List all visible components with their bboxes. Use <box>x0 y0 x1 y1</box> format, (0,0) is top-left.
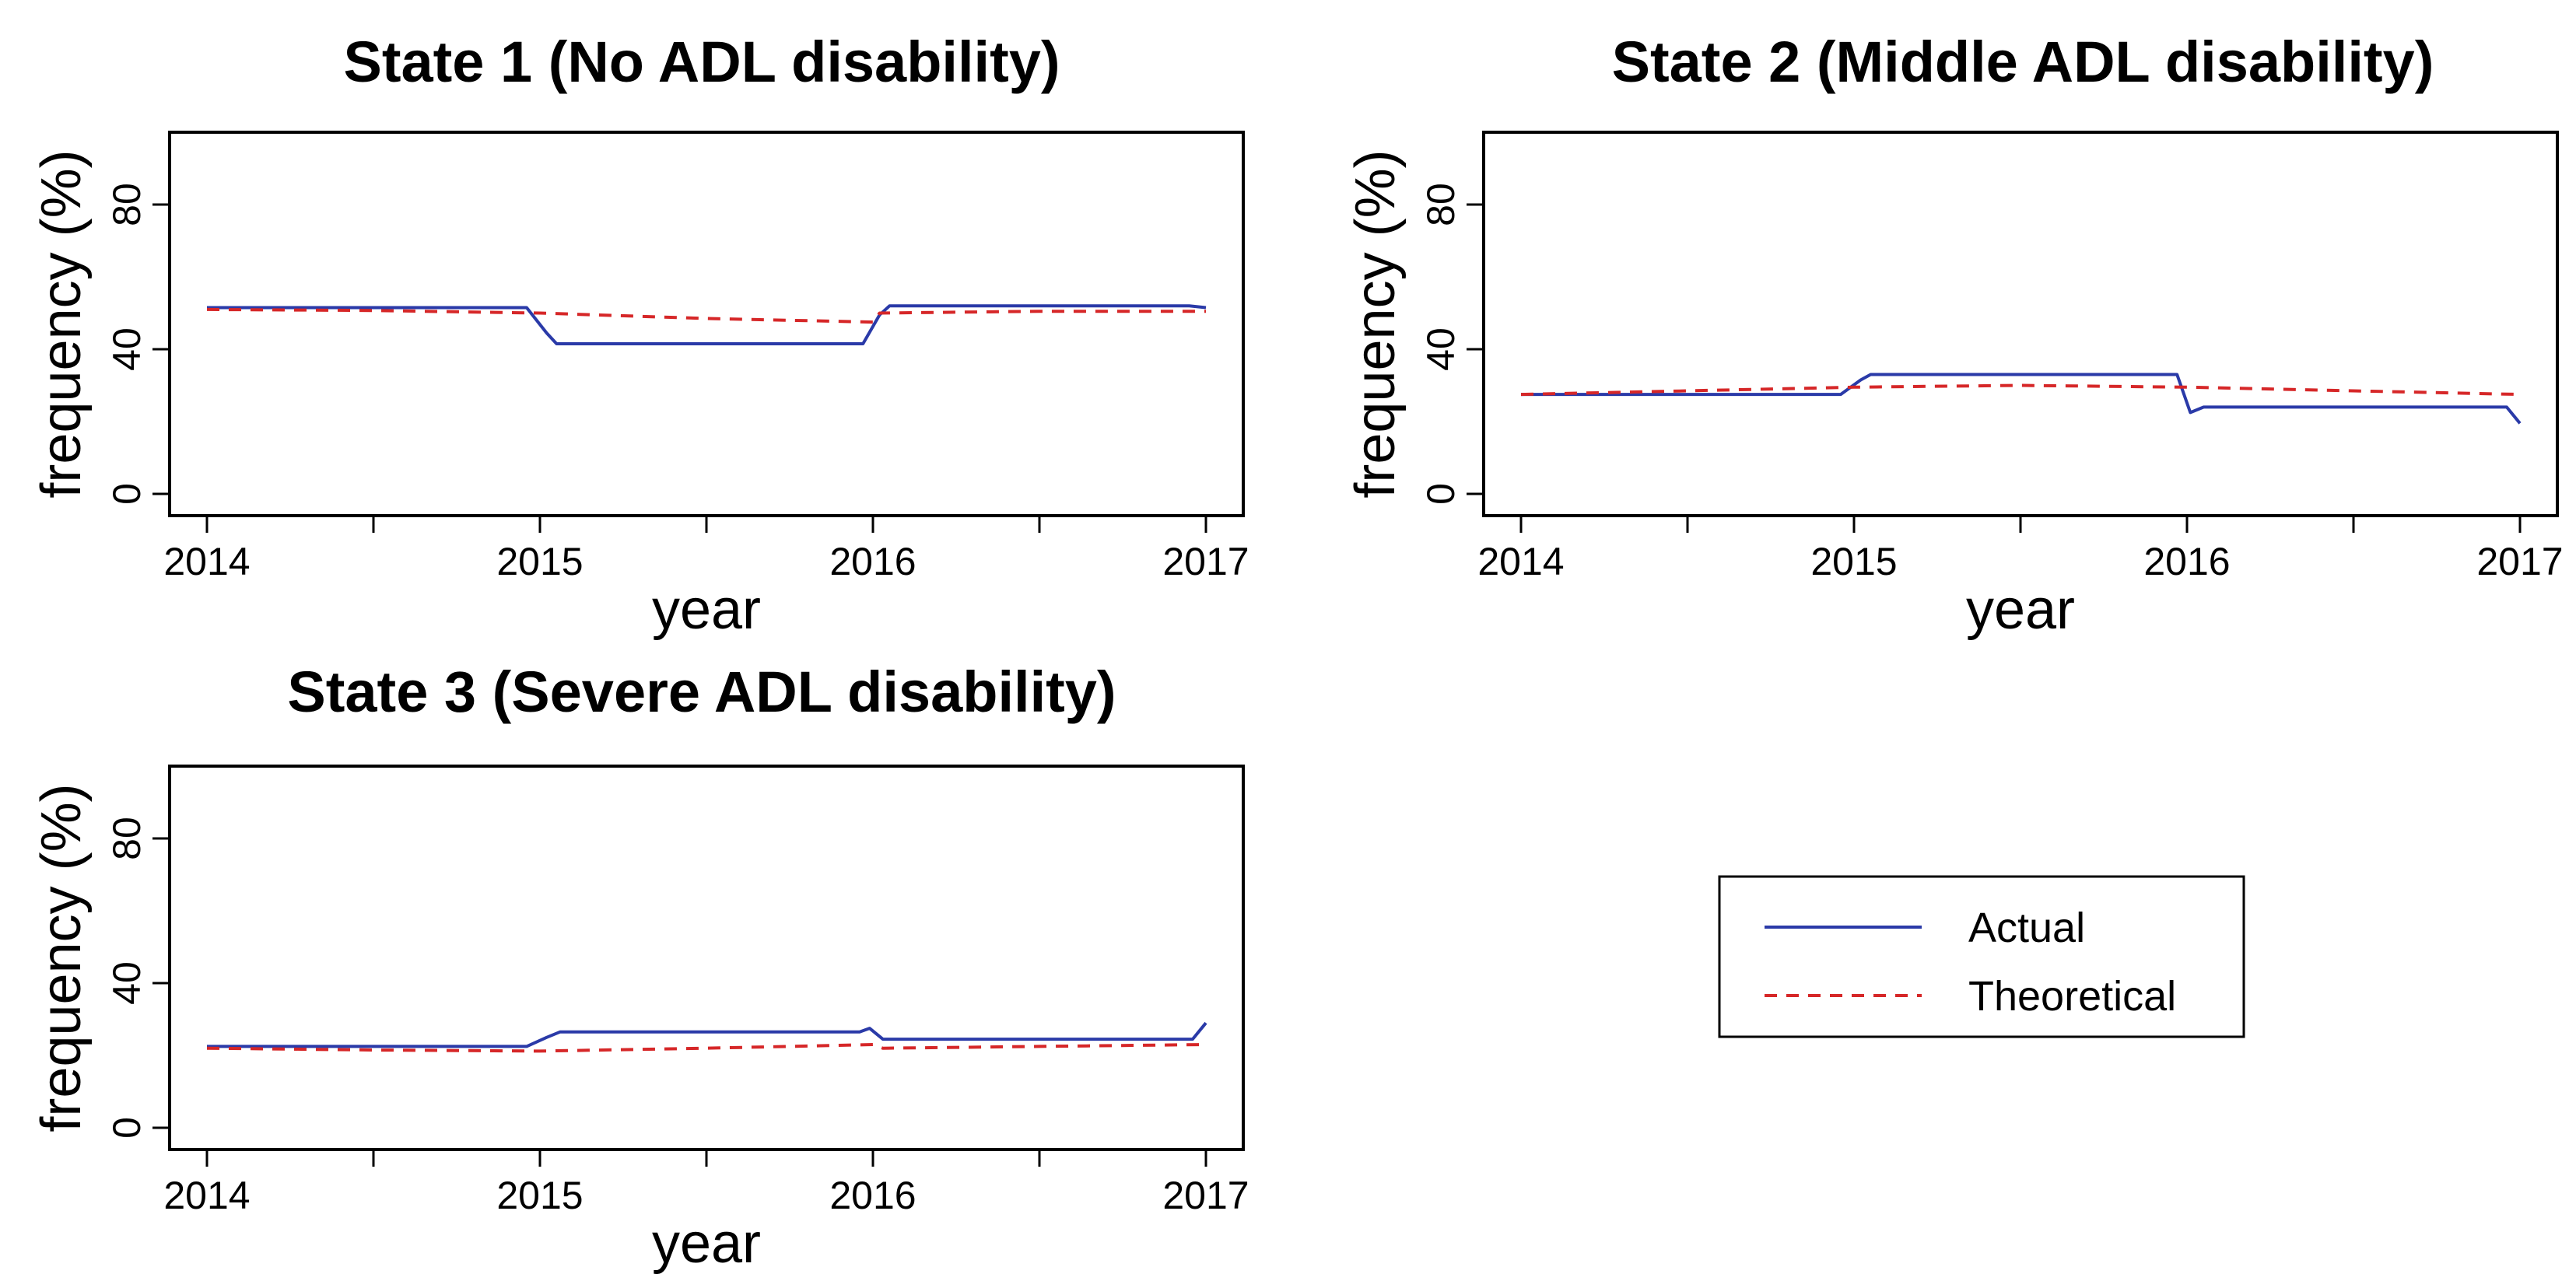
legend-label: Actual <box>1968 905 2085 951</box>
x-axis-title: year <box>652 579 761 641</box>
series-line-theoretical <box>1520 383 2521 397</box>
legend: Actual Theoretical <box>1718 875 2245 1038</box>
legend-label: Theoretical <box>1968 973 2176 1020</box>
x-tick-label: 2017 <box>1162 1174 1249 1217</box>
x-tick-label: 2017 <box>2476 540 2563 583</box>
x-tick-label: 2016 <box>829 1174 916 1217</box>
y-tick-label: 80 <box>105 183 149 226</box>
plot-frame <box>168 131 1245 517</box>
panels: State 1 (No ADL disability) 2014 2015 2016 2… <box>30 30 2564 1275</box>
x-tick-label: 2014 <box>163 540 250 583</box>
x-axis-title: year <box>1966 579 2075 641</box>
y-tick-label: 0 <box>105 1117 149 1139</box>
x-axis-title: year <box>652 1213 761 1275</box>
y-axis-title: frequency (%) <box>30 149 93 498</box>
chart-title: State 2 (Middle ADL disability) <box>1612 30 2434 94</box>
y-tick-label: 0 <box>1419 483 1463 505</box>
chart-title: State 1 (No ADL disability) <box>343 30 1060 94</box>
series-line-theoretical <box>206 1043 1207 1053</box>
y-tick-label: 40 <box>105 327 149 371</box>
chart-panel-3: State 3 (Severe ADL disability) 2014 2015 2… <box>30 660 1249 1275</box>
y-axis-title: frequency (%) <box>1344 149 1407 498</box>
y-tick-label: 40 <box>105 961 149 1005</box>
series-line-actual <box>1521 373 2522 425</box>
series-line-actual <box>207 304 1207 345</box>
x-tick-label: 2016 <box>829 540 916 583</box>
y-tick-label: 40 <box>1419 327 1463 371</box>
chart-title: State 3 (Severe ADL disability) <box>287 660 1116 724</box>
x-tick-label: 2015 <box>496 540 583 583</box>
x-tick-label: 2016 <box>2143 540 2230 583</box>
series-line-actual <box>207 1021 1207 1048</box>
chart-panel-2: State 2 (Middle ADL disability) 2014 2015 2… <box>1344 30 2564 641</box>
y-tick-label: 80 <box>105 817 149 860</box>
x-tick-label: 2014 <box>163 1174 250 1217</box>
x-tick-label: 2015 <box>496 1174 583 1217</box>
chart-panel-1: State 1 (No ADL disability) 2014 2015 2016 2… <box>30 30 1249 641</box>
y-tick-label: 80 <box>1419 183 1463 226</box>
y-axis-title: frequency (%) <box>30 783 93 1132</box>
plot-frame <box>1482 131 2559 517</box>
plot-frame <box>168 765 1245 1151</box>
x-tick-label: 2015 <box>1810 540 1897 583</box>
x-tick-label: 2014 <box>1477 540 1564 583</box>
series-line-theoretical <box>206 307 1206 324</box>
legend-box <box>1718 875 2245 1038</box>
y-tick-label: 0 <box>105 483 149 505</box>
x-tick-label: 2017 <box>1162 540 1249 583</box>
